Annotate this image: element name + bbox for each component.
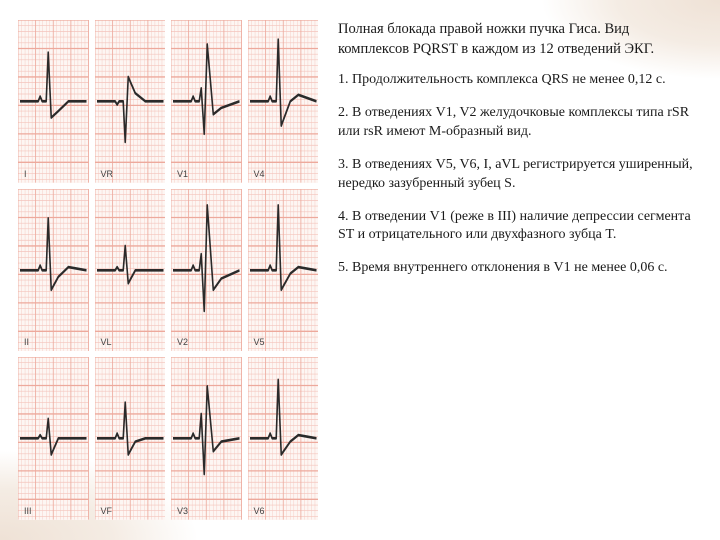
lead-label: V5	[254, 337, 265, 347]
ecg-lead-v1: V1	[171, 20, 242, 183]
point-3: 3. В отведениях V5, V6, I, aVL регистрир…	[338, 156, 702, 194]
point-1: 1. Продолжительность комплекса QRS не ме…	[338, 71, 702, 90]
ecg-lead-iii: III	[18, 357, 89, 520]
ecg-lead-ii: II	[18, 189, 89, 352]
lead-label: V3	[177, 506, 188, 516]
lead-label: II	[24, 337, 29, 347]
lead-label: III	[24, 506, 32, 516]
lead-label: I	[24, 169, 27, 179]
ecg-lead-v6: V6	[248, 357, 319, 520]
ecg-lead-v2: V2	[171, 189, 242, 352]
text-panel: Полная блокада правой ножки пучка Гиса. …	[328, 20, 702, 520]
lead-label: VR	[101, 169, 114, 179]
lead-label: VL	[101, 337, 112, 347]
ecg-lead-v5: V5	[248, 189, 319, 352]
lead-label: V1	[177, 169, 188, 179]
lead-label: V6	[254, 506, 265, 516]
ecg-lead-v4: V4	[248, 20, 319, 183]
ecg-lead-vr: VR	[95, 20, 166, 183]
ecg-lead-vl: VL	[95, 189, 166, 352]
point-2: 2. В отведениях V1, V2 желудочковые комп…	[338, 104, 702, 142]
point-5: 5. Время внутреннего отклонения в V1 не …	[338, 259, 702, 278]
lead-label: VF	[101, 506, 113, 516]
ecg-lead-i: I	[18, 20, 89, 183]
point-4: 4. В отведении V1 (реже в III) наличие д…	[338, 208, 702, 246]
lead-label: V4	[254, 169, 265, 179]
ecg-lead-v3: V3	[171, 357, 242, 520]
title: Полная блокада правой ножки пучка Гиса. …	[338, 20, 702, 59]
page: I VR V1 V4 II VL V2 V5 III VF V3 V6 Полная блокада …	[0, 0, 720, 540]
lead-label: V2	[177, 337, 188, 347]
ecg-grid: I VR V1 V4 II VL V2 V5 III VF V3 V6	[18, 20, 328, 520]
ecg-lead-vf: VF	[95, 357, 166, 520]
